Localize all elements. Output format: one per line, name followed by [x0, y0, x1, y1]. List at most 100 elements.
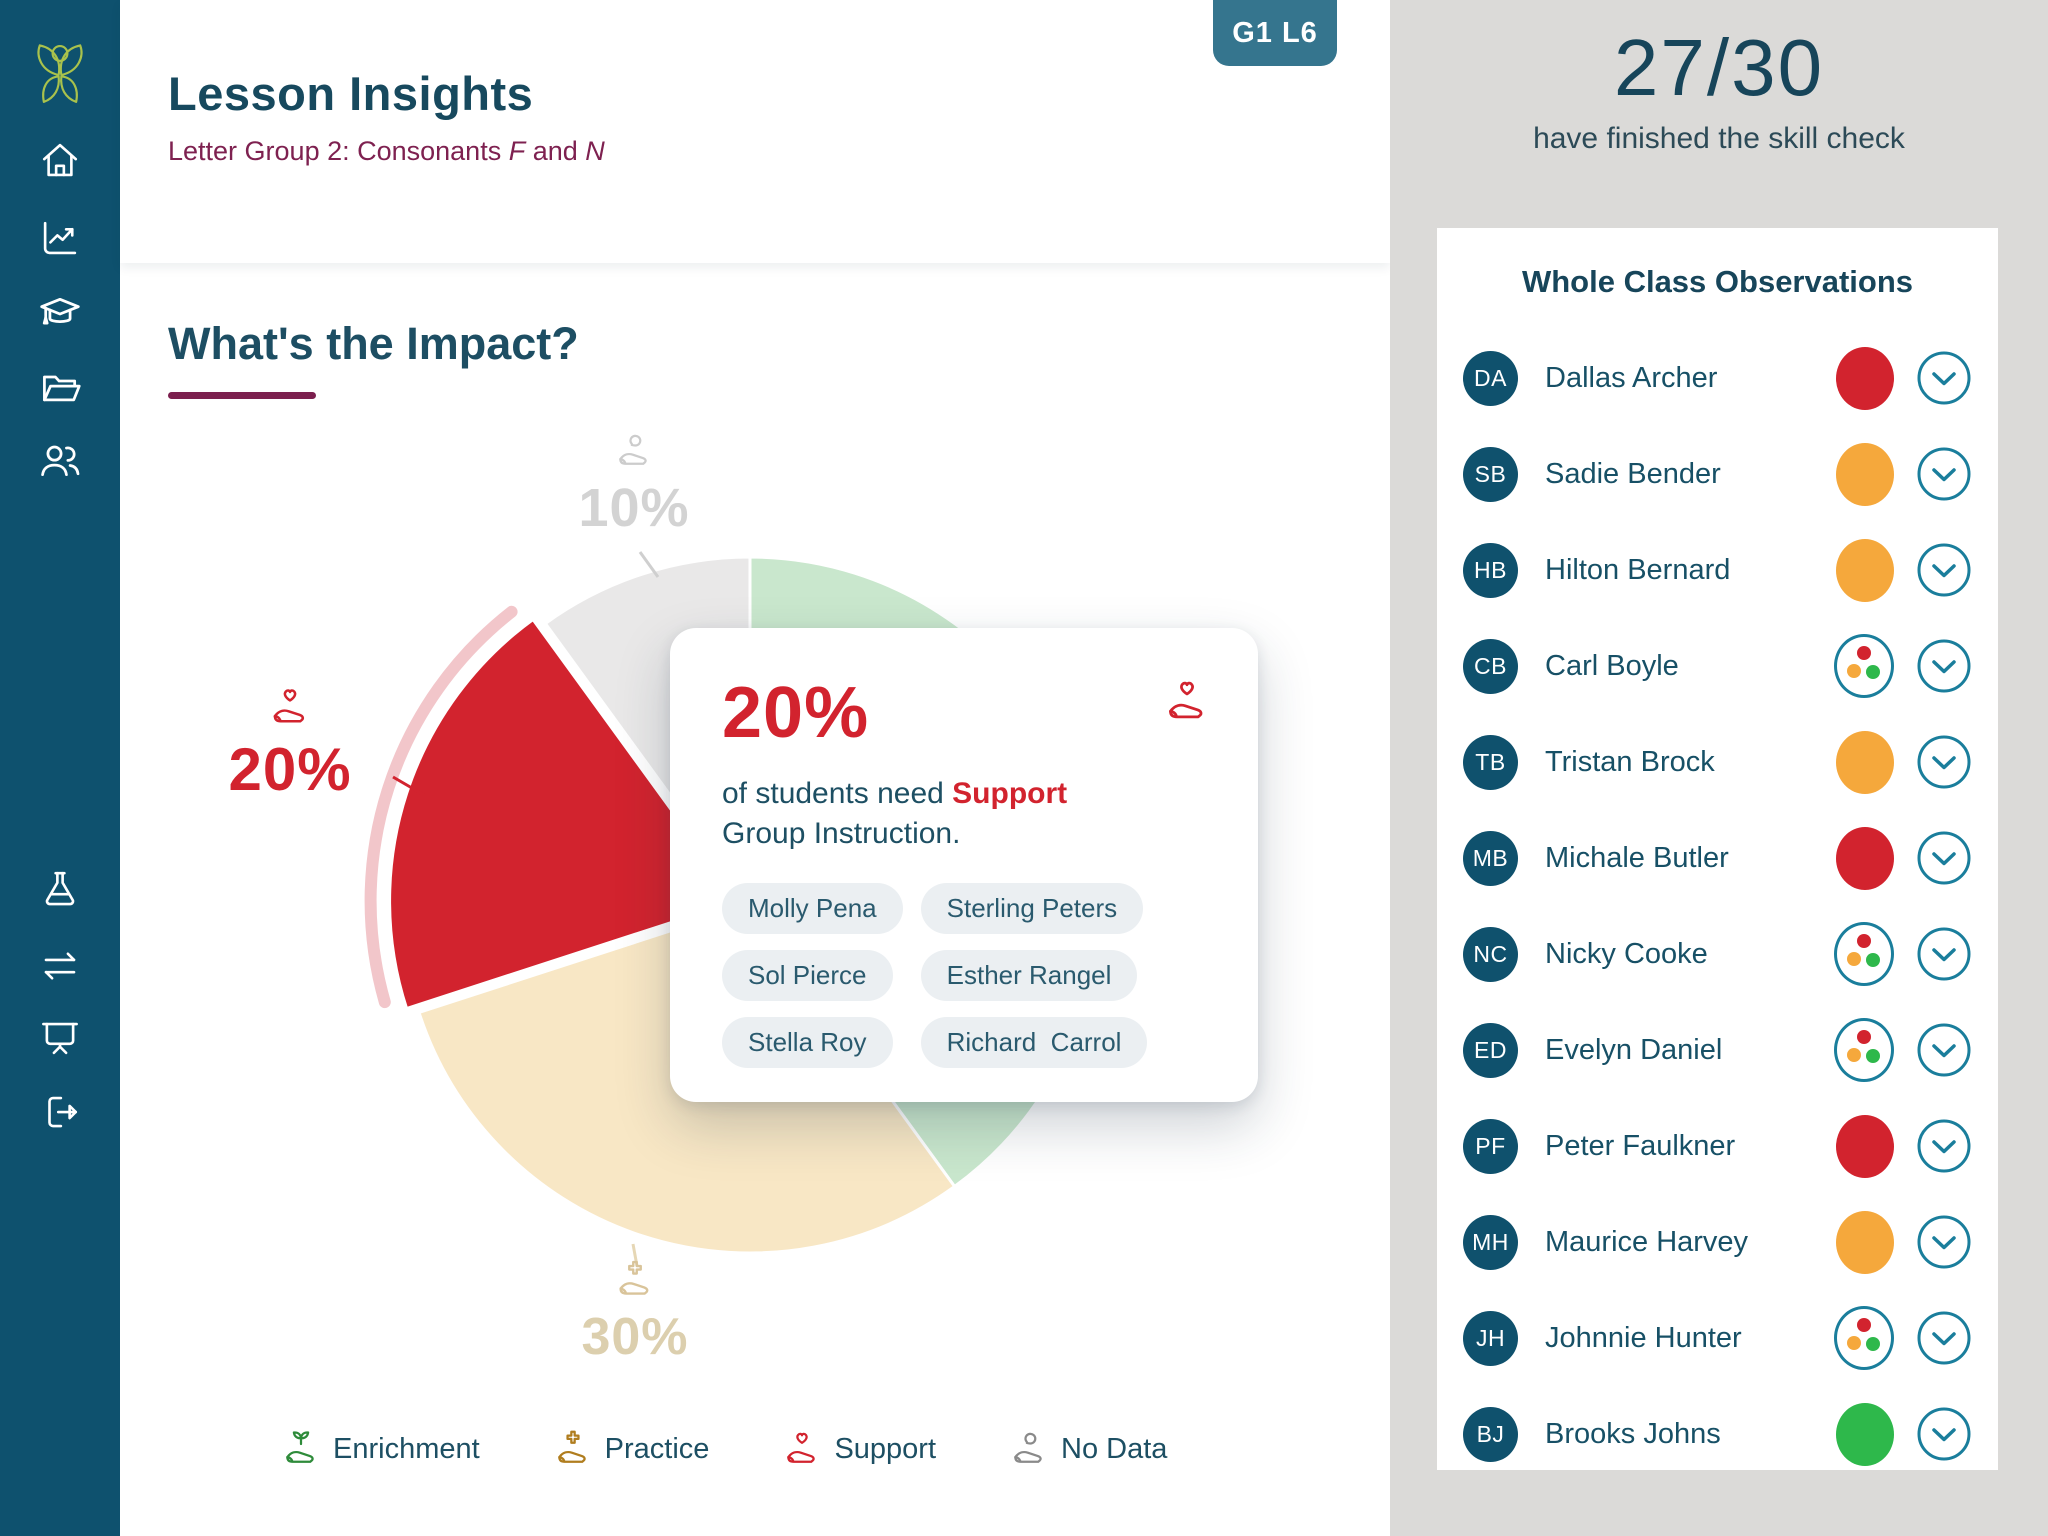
student-avatar: DA: [1463, 350, 1518, 406]
student-name: Maurice Harvey: [1545, 1225, 1749, 1258]
hand-heart-icon: [1164, 676, 1210, 727]
student-row: DA Dallas Archer: [1437, 330, 1998, 426]
status-dot: [1866, 1049, 1880, 1063]
sidebar-students-icon[interactable]: [38, 438, 82, 482]
status-dot: [1866, 665, 1880, 679]
student-observation-list: DA Dallas Archer SB Sadie Bender HB Hilton Be…: [1437, 330, 1998, 1482]
pie-label-nodata-value: 10%: [578, 478, 690, 538]
expand-student-button[interactable]: [1916, 638, 1972, 694]
student-row: MB Michale Butler: [1437, 810, 1998, 906]
student-avatar: CB: [1463, 638, 1518, 694]
support-student-chip: Stella Roy: [722, 1017, 893, 1069]
sidebar-presentation-icon[interactable]: [38, 1016, 82, 1060]
pie-label-nodata: 10%: [544, 430, 724, 539]
observations-card: Whole Class Observations DA Dallas Archer…: [1437, 228, 1998, 1470]
page-title: Lesson Insights: [168, 67, 534, 120]
student-avatar: MH: [1463, 1214, 1518, 1270]
skill-check-note: have finished the skill check: [1533, 122, 1905, 155]
status-dot: [1857, 1030, 1871, 1044]
pie-slice-support[interactable]: [388, 617, 741, 1011]
student-avatar: HB: [1463, 542, 1518, 598]
student-avatar: PF: [1463, 1118, 1518, 1174]
status-dot: [1866, 953, 1880, 967]
sidebar-transfer-icon[interactable]: [38, 944, 82, 988]
main-content: Lesson Insights Letter Group 2: Consonan…: [120, 0, 1390, 1536]
student-avatar: MB: [1463, 830, 1518, 886]
status-indicator-orange-icon: [1836, 442, 1894, 506]
status-dot: [1857, 646, 1871, 660]
skill-check-completion: 27/30: [1613, 23, 1825, 112]
class-observations-panel: 27/30 have finished the skill check Whol…: [1390, 0, 2048, 1536]
student-name: Michale Butler: [1545, 841, 1729, 874]
legend-item-enrichment: Enrichment: [282, 1428, 480, 1471]
status-dot: [1847, 952, 1861, 966]
expand-student-button[interactable]: [1916, 1214, 1972, 1270]
chart-legend: Enrichment Practice Support No Data: [282, 1428, 1167, 1471]
status-indicator-orange-icon: [1836, 538, 1894, 602]
legend-label: No Data: [1061, 1433, 1168, 1465]
sidebar-lessons-icon[interactable]: [38, 292, 82, 336]
support-student-chip: Esther Rangel: [920, 950, 1138, 1002]
tooltip-text: of students need Support Group Instructi…: [722, 777, 1068, 850]
expand-student-button[interactable]: [1916, 542, 1972, 598]
status-dot: [1847, 1048, 1861, 1062]
student-avatar: TB: [1463, 734, 1518, 790]
expand-student-button[interactable]: [1916, 1406, 1972, 1462]
student-name: Nicky Cooke: [1545, 937, 1708, 970]
expand-student-button[interactable]: [1916, 350, 1972, 406]
student-row: TB Tristan Brock: [1437, 714, 1998, 810]
support-tooltip-card: 20% of students need Support Group Instr…: [670, 628, 1258, 1102]
status-indicator-mixed-icon: [1834, 634, 1894, 698]
sidebar-analytics-icon[interactable]: [38, 216, 82, 260]
expand-student-button[interactable]: [1916, 830, 1972, 886]
status-indicator-orange-icon: [1836, 1210, 1894, 1274]
observations-title: Whole Class Observations: [1521, 264, 1914, 299]
student-row: HB Hilton Bernard: [1437, 522, 1998, 618]
section-heading: What's the Impact?: [168, 318, 579, 369]
legend-label: Enrichment: [333, 1433, 480, 1465]
page-subtitle: Letter Group 2: Consonants F and N: [168, 136, 605, 166]
expand-student-button[interactable]: [1916, 446, 1972, 502]
student-name: Johnnie Hunter: [1545, 1321, 1742, 1354]
support-student-chip: Molly Pena: [722, 883, 903, 935]
status-dot: [1847, 1336, 1861, 1350]
expand-student-button[interactable]: [1916, 1118, 1972, 1174]
student-avatar: JH: [1463, 1310, 1518, 1366]
status-indicator-orange-icon: [1836, 730, 1894, 794]
student-row: CB Carl Boyle: [1437, 618, 1998, 714]
expand-student-button[interactable]: [1916, 1022, 1972, 1078]
hand-plus-icon: [554, 1428, 592, 1471]
app-logo-icon[interactable]: [26, 40, 94, 110]
student-row: SB Sadie Bender: [1437, 426, 1998, 522]
pie-label-support-value: 20%: [228, 736, 352, 803]
expand-student-button[interactable]: [1916, 926, 1972, 982]
legend-label: Practice: [604, 1433, 710, 1465]
student-avatar: NC: [1463, 926, 1518, 982]
grade-lesson-badge: G1 L6: [1213, 0, 1337, 66]
expand-student-button[interactable]: [1916, 1310, 1972, 1366]
pie-label-practice: 30%: [545, 1258, 725, 1367]
pie-label-practice-value: 30%: [581, 1308, 689, 1366]
sidebar-logout-icon[interactable]: [38, 1090, 82, 1134]
student-avatar: SB: [1463, 446, 1518, 502]
student-name: Tristan Brock: [1545, 745, 1715, 778]
hand-sprout-icon: [282, 1428, 320, 1471]
status-indicator-mixed-icon: [1834, 1018, 1894, 1082]
page-header: Lesson Insights Letter Group 2: Consonan…: [120, 0, 1390, 263]
student-name: Peter Faulkner: [1545, 1129, 1736, 1162]
expand-student-button[interactable]: [1916, 734, 1972, 790]
student-row: BJ Brooks Johns: [1437, 1386, 1998, 1482]
status-dot: [1857, 1318, 1871, 1332]
status-indicator-mixed-icon: [1834, 922, 1894, 986]
sidebar-home-icon[interactable]: [38, 138, 82, 182]
sidebar-lab-icon[interactable]: [38, 866, 82, 910]
status-indicator-red-icon: [1836, 826, 1894, 890]
support-student-chips: Molly Pena Sterling Peters Sol Pierce Esthe…: [722, 883, 1208, 1069]
student-name: Brooks Johns: [1545, 1417, 1721, 1450]
legend-item-practice: Practice: [554, 1428, 710, 1471]
student-name: Carl Boyle: [1545, 649, 1679, 682]
student-row: PF Peter Faulkner: [1437, 1098, 1998, 1194]
legend-item-no-data: No Data: [1010, 1428, 1167, 1471]
sidebar-resources-icon[interactable]: [38, 366, 82, 410]
support-student-chip: Sterling Peters: [920, 883, 1144, 935]
